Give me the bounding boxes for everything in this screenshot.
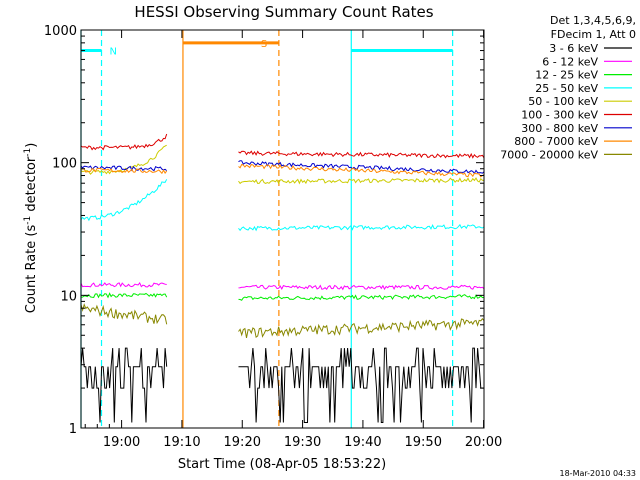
- x-tick-label-0: 19:00: [103, 435, 140, 450]
- flag-label-s: S: [261, 39, 267, 50]
- y-tick-label-0: 1: [69, 422, 77, 437]
- footer-timestamp: 18-Mar-2010 04:33: [560, 469, 637, 478]
- legend-label-7: 800 - 7000 keV: [514, 135, 598, 148]
- series-6to12keV-segment-1: [80, 281, 167, 288]
- legend-label-5: 100 - 300 keV: [521, 109, 598, 122]
- legend-label-6: 300 - 800 keV: [521, 122, 598, 135]
- y-axis-label: Count Rate (s-1 detector-1): [23, 143, 39, 314]
- legend-label-0: 3 - 6 keV: [549, 42, 598, 55]
- chart-title: HESSI Observing Summary Count Rates: [134, 3, 433, 21]
- x-tick-label-1: 19:10: [163, 435, 200, 450]
- x-axis: 19:00 19:10 19:20 19:30 19:40 19:50 20:00: [84, 30, 502, 450]
- series-100to300keV-segment-2: [238, 150, 485, 159]
- x-axis-label: Start Time (08-Apr-05 18:53:22): [178, 457, 386, 472]
- series-12to25keV-segment-2: [238, 294, 485, 301]
- legend-label-4: 50 - 100 keV: [528, 95, 598, 108]
- x-tick-label-6: 20:00: [465, 435, 502, 450]
- y-tick-label-1: 10: [60, 289, 77, 304]
- series-3to6keV-segment-2: [238, 347, 484, 423]
- legend-label-2: 12 - 25 keV: [535, 69, 598, 82]
- series-7000to20000keV-segment-2: [238, 318, 485, 338]
- series-800to7000keV-segment-1: [80, 167, 168, 175]
- series-100to300keV-segment-1: [80, 133, 168, 151]
- series-25to50keV-segment-2: [238, 223, 485, 232]
- series-3to6keV-segment-1: [80, 347, 168, 423]
- legend-header-2: FDecim 1, Att 0: [551, 28, 636, 41]
- series-12to25keV-segment-1: [81, 292, 168, 299]
- flag-label-n: N: [110, 47, 117, 58]
- y-axis: 1 10 100 1000: [44, 24, 484, 437]
- legend-label-3: 25 - 50 keV: [535, 82, 598, 95]
- y-tick-label-2: 100: [52, 157, 77, 172]
- series-25to50keV-segment-1: [80, 179, 168, 222]
- legend: Det 1,3,4,5,6,9, FDecim 1, Att 0 3 - 6 k…: [500, 14, 636, 161]
- x-tick-label-5: 19:50: [405, 435, 442, 450]
- x-tick-label-4: 19:40: [344, 435, 381, 450]
- legend-label-8: 7000 - 20000 keV: [500, 148, 598, 161]
- series-800to7000keV-segment-2: [238, 163, 485, 178]
- series-50to100keV-segment-2: [238, 177, 485, 185]
- series-6to12keV-segment-2: [238, 284, 485, 291]
- plot-area: NS: [80, 30, 485, 428]
- y-tick-label-3: 1000: [44, 24, 77, 39]
- legend-header-1: Det 1,3,4,5,6,9,: [550, 14, 636, 27]
- legend-label-1: 6 - 12 keV: [542, 55, 598, 68]
- x-tick-label-3: 19:30: [284, 435, 321, 450]
- series-300to800keV-segment-1: [80, 165, 168, 172]
- x-tick-label-2: 19:20: [224, 435, 261, 450]
- series-300to800keV-segment-2: [238, 160, 485, 175]
- series-7000to20000keV-segment-1: [80, 303, 168, 325]
- plot-frame: [80, 29, 485, 429]
